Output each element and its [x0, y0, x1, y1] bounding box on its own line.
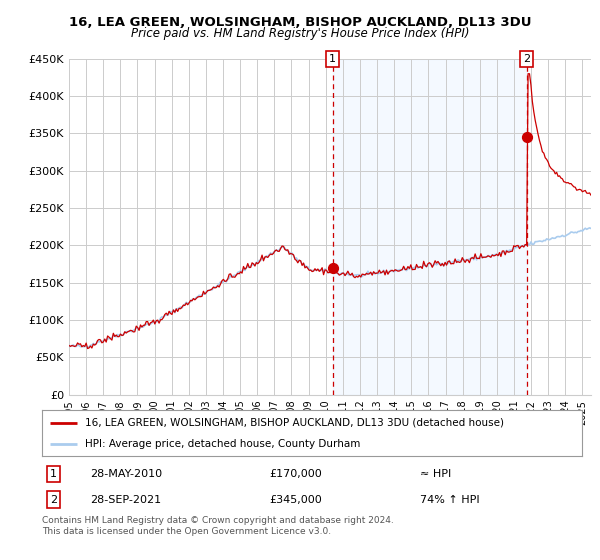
- Text: 16, LEA GREEN, WOLSINGHAM, BISHOP AUCKLAND, DL13 3DU: 16, LEA GREEN, WOLSINGHAM, BISHOP AUCKLA…: [69, 16, 531, 29]
- Text: 2: 2: [50, 494, 57, 505]
- Text: 28-SEP-2021: 28-SEP-2021: [91, 494, 162, 505]
- Point: [522, 133, 532, 142]
- Text: £170,000: £170,000: [269, 469, 322, 479]
- Text: ≈ HPI: ≈ HPI: [420, 469, 451, 479]
- Text: 74% ↑ HPI: 74% ↑ HPI: [420, 494, 479, 505]
- Text: £345,000: £345,000: [269, 494, 322, 505]
- Text: 28-MAY-2010: 28-MAY-2010: [91, 469, 163, 479]
- Bar: [332, 59, 527, 395]
- Text: Contains HM Land Registry data © Crown copyright and database right 2024.
This d: Contains HM Land Registry data © Crown c…: [42, 516, 394, 536]
- Text: HPI: Average price, detached house, County Durham: HPI: Average price, detached house, Coun…: [85, 439, 361, 449]
- Text: 1: 1: [50, 469, 57, 479]
- Text: 16, LEA GREEN, WOLSINGHAM, BISHOP AUCKLAND, DL13 3DU (detached house): 16, LEA GREEN, WOLSINGHAM, BISHOP AUCKLA…: [85, 418, 504, 428]
- Text: Price paid vs. HM Land Registry's House Price Index (HPI): Price paid vs. HM Land Registry's House …: [131, 27, 469, 40]
- Text: 2: 2: [523, 54, 530, 64]
- Text: 1: 1: [329, 54, 336, 64]
- Point: [328, 263, 337, 272]
